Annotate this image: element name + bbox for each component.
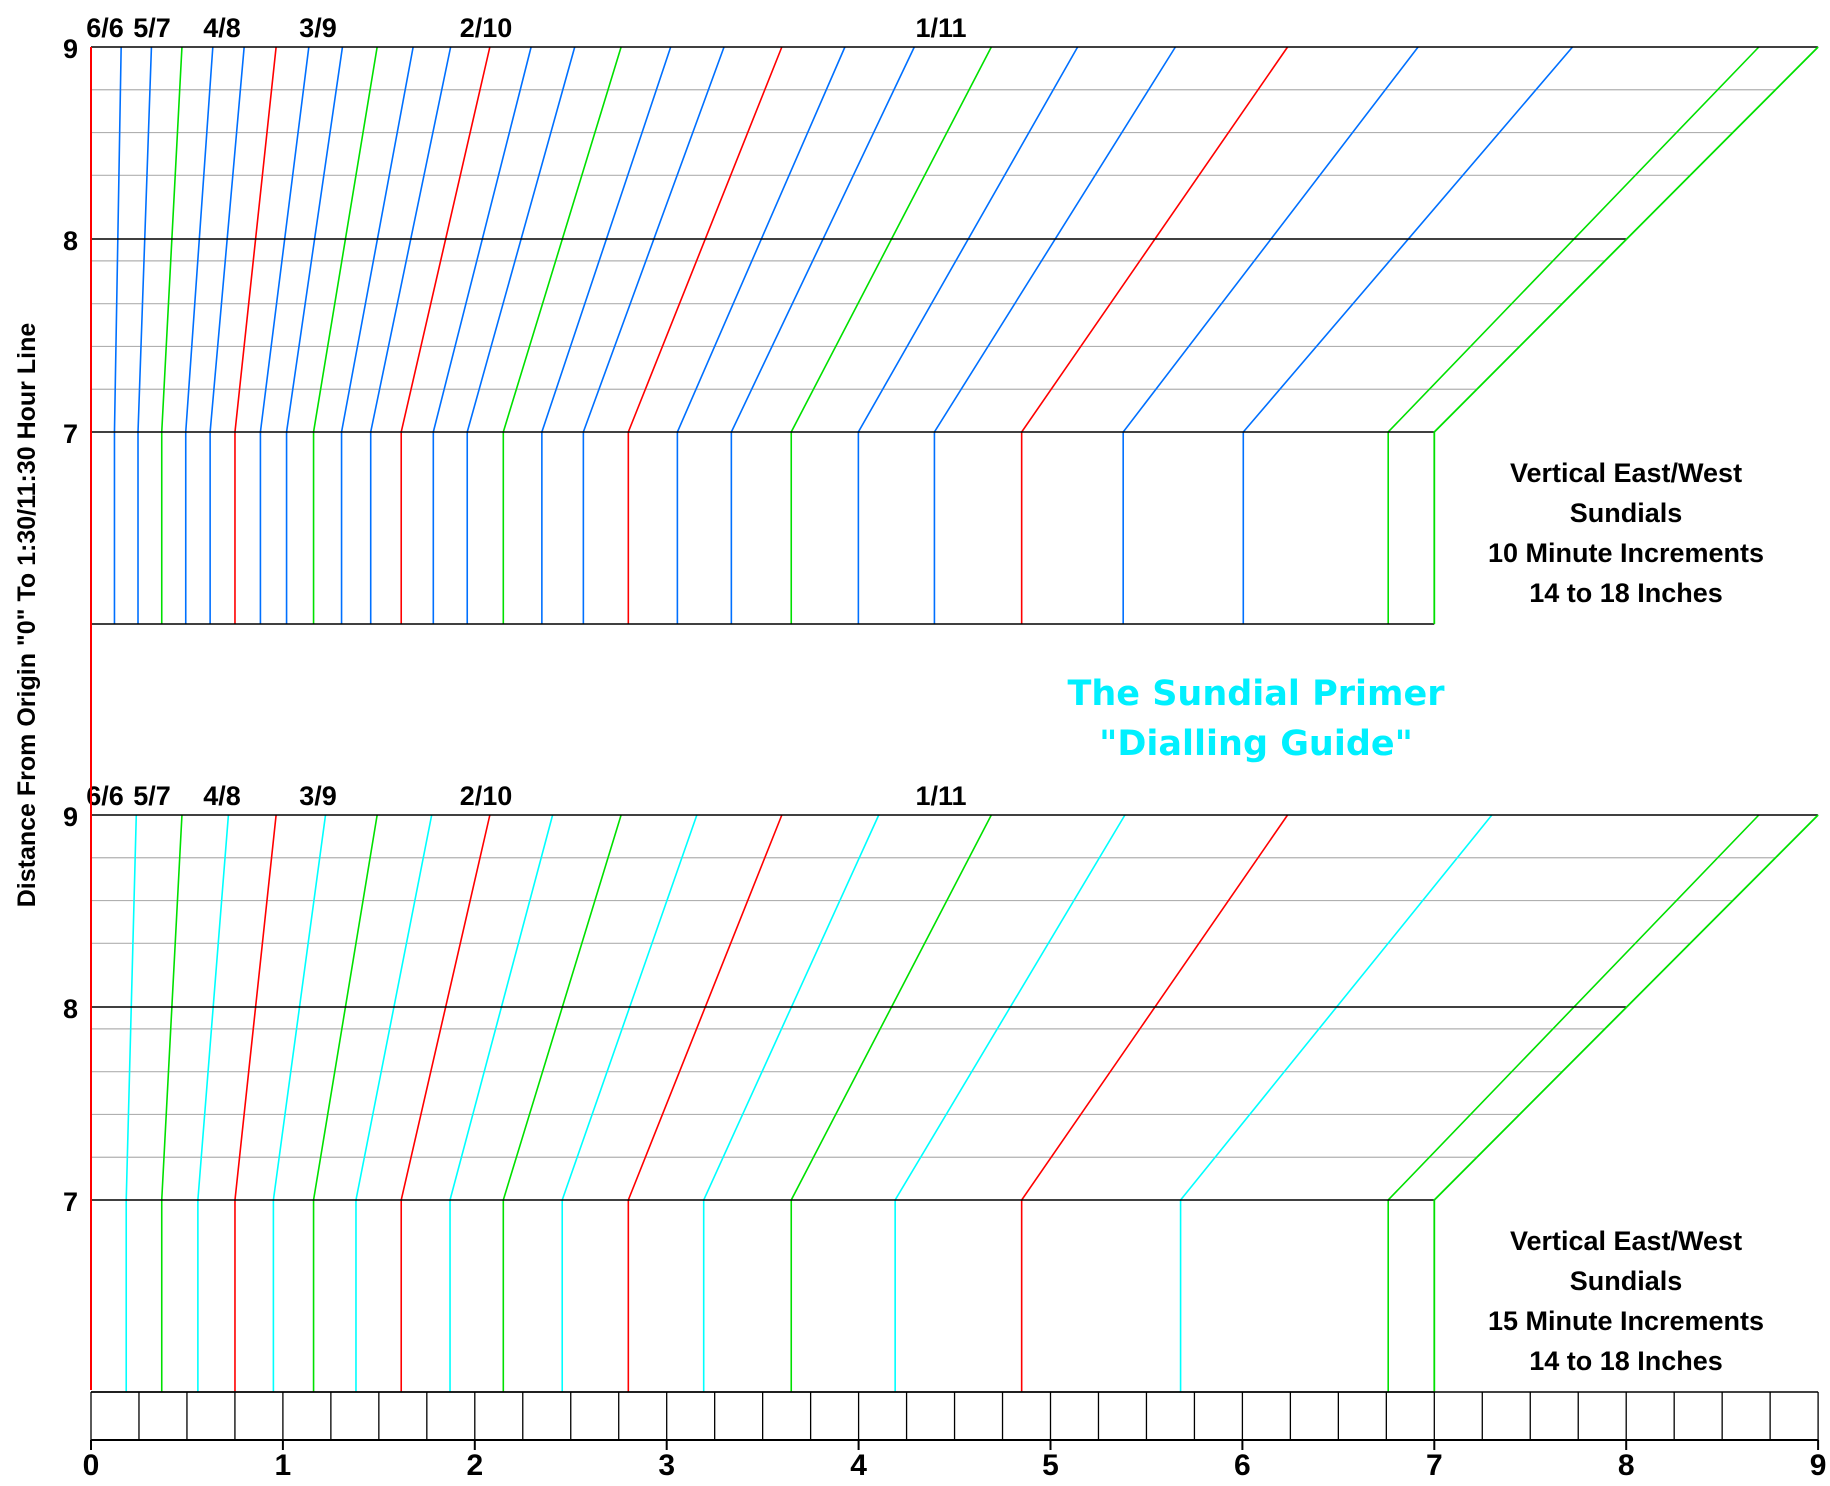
hour-line xyxy=(234,814,277,1392)
increment-line xyxy=(369,46,452,624)
hour-line xyxy=(400,46,491,624)
increment-line xyxy=(933,46,1177,624)
caption-line: 14 to 18 Inches xyxy=(1529,578,1723,608)
half-hour-line xyxy=(312,814,378,1392)
increment-line xyxy=(466,46,576,624)
caption-line: 15 Minute Increments xyxy=(1488,1306,1764,1336)
increment-line xyxy=(259,46,310,624)
increment-line xyxy=(676,46,846,624)
caption-line: 10 Minute Increments xyxy=(1488,538,1764,568)
y-tick-label: 7 xyxy=(63,1187,78,1217)
increment-line xyxy=(340,46,414,624)
frame-diagonal xyxy=(1433,814,1819,1392)
y-tick-label: 8 xyxy=(63,994,78,1024)
x-tick-label: 7 xyxy=(1426,1449,1443,1482)
hour-label: 6/6 xyxy=(86,13,124,43)
half-hour-line xyxy=(160,814,183,1392)
frame-diagonal xyxy=(1433,46,1819,624)
caption-line: Sundials xyxy=(1570,1266,1683,1296)
subtitle-line-1: The Sundial Primer xyxy=(1068,674,1446,714)
increment-line xyxy=(209,46,245,624)
increment-line xyxy=(730,46,916,624)
half-hour-line xyxy=(312,46,378,624)
y-tick-label: 8 xyxy=(63,226,78,256)
x-tick-label: 9 xyxy=(1810,1449,1827,1482)
y-tick-label: 9 xyxy=(63,802,78,832)
x-axis: 0 1 2 3 4 5 6 7 8 9 xyxy=(83,1391,1827,1482)
x-tick-label: 0 xyxy=(83,1449,100,1482)
y-axis-label: Distance From Origin "0" To 1:30/11:30 H… xyxy=(13,323,41,908)
x-tick-label: 3 xyxy=(658,1449,675,1482)
caption-line: Sundials xyxy=(1570,498,1683,528)
half-hour-line xyxy=(160,46,183,624)
hour-label: 4/8 xyxy=(203,13,241,43)
y-tick-label: 7 xyxy=(63,419,78,449)
increment-line xyxy=(285,46,344,624)
hour-line xyxy=(627,814,783,1392)
increment-line xyxy=(582,46,725,624)
increment-line xyxy=(272,814,327,1392)
hour-line xyxy=(234,46,277,624)
increment-line xyxy=(432,46,532,624)
caption-line: Vertical East/West xyxy=(1510,1226,1742,1256)
x-tick-label: 1 xyxy=(275,1449,292,1482)
increment-line xyxy=(125,814,138,1392)
hour-label: 3/9 xyxy=(299,13,337,43)
increment-line xyxy=(137,46,153,624)
caption-line: 14 to 18 Inches xyxy=(1529,1346,1723,1376)
hour-label: 2/10 xyxy=(460,13,513,43)
x-tick-label: 4 xyxy=(850,1449,867,1482)
hour-label: 6/6 xyxy=(86,781,124,811)
subtitle-line-2: "Dialling Guide" xyxy=(1099,724,1413,764)
y-tick-label: 9 xyxy=(63,34,78,64)
hour-label: 3/9 xyxy=(299,781,337,811)
half-hour-line xyxy=(790,46,993,624)
increment-line xyxy=(449,814,554,1392)
hour-label: 1/11 xyxy=(915,13,966,43)
hour-label: 1/11 xyxy=(915,781,966,811)
x-tick-label: 2 xyxy=(466,1449,483,1482)
x-tick-label: 5 xyxy=(1042,1449,1059,1482)
increment-line xyxy=(541,46,672,624)
increment-line xyxy=(1122,46,1419,624)
increment-line xyxy=(197,814,230,1392)
increment-line xyxy=(113,46,122,624)
increment-line xyxy=(857,46,1079,624)
x-tick-label: 6 xyxy=(1234,1449,1251,1482)
half-hour-line xyxy=(790,814,993,1392)
increment-line xyxy=(894,814,1126,1392)
hour-line xyxy=(1020,814,1289,1392)
increment-line xyxy=(184,46,214,624)
panel-10-minute-increments: 7 8 9 6/6 5/7 4/8 3/9 2/10 1/11 Vertical East/Wes… xyxy=(63,13,1819,625)
hour-label: 5/7 xyxy=(133,13,171,43)
hour-label: 2/10 xyxy=(460,781,513,811)
x-tick-label: 8 xyxy=(1618,1449,1635,1482)
hour-label: 4/8 xyxy=(203,781,241,811)
caption-line: Vertical East/West xyxy=(1510,458,1742,488)
panel-15-minute-increments: 7 8 9 6/6 5/7 4/8 3/9 2/10 1/11 Vertical East/Wes… xyxy=(63,781,1819,1393)
hour-label: 5/7 xyxy=(133,781,171,811)
increment-line xyxy=(355,814,433,1392)
hour-line xyxy=(627,46,783,624)
hour-line xyxy=(1020,46,1289,624)
increment-line xyxy=(561,814,698,1392)
half-hour-line xyxy=(502,46,622,624)
